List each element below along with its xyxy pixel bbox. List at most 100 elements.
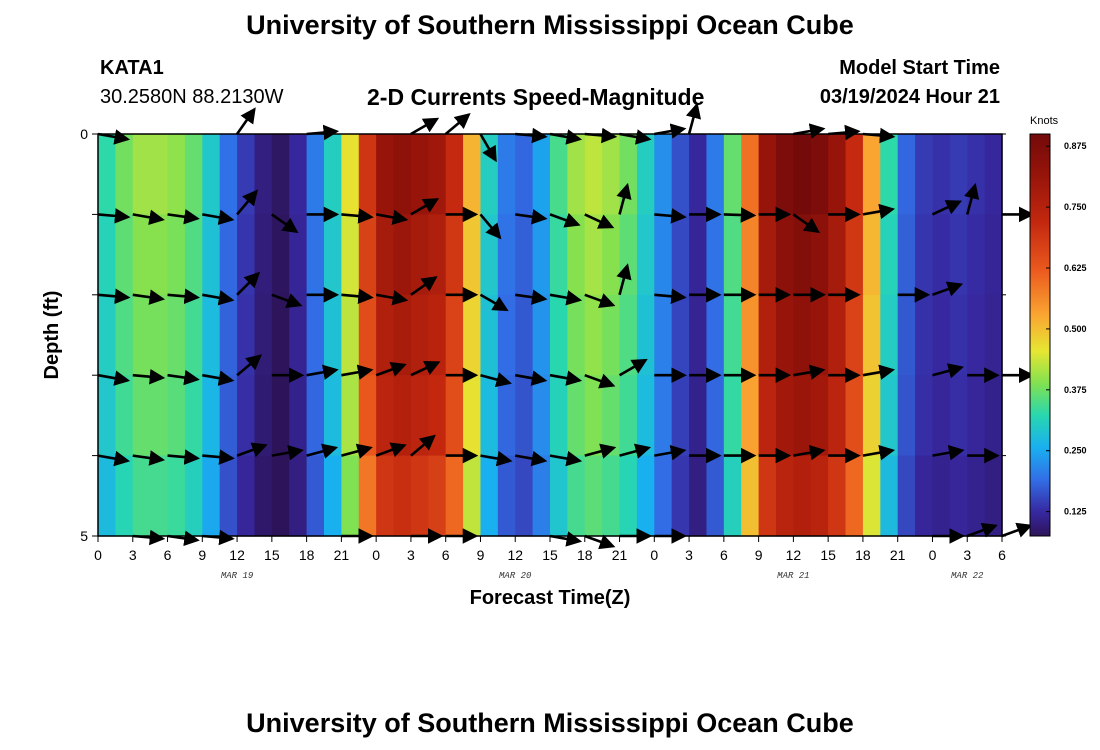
heatmap-cell bbox=[410, 455, 429, 537]
heatmap-cell bbox=[671, 134, 690, 215]
current-vector-arrow bbox=[132, 209, 165, 226]
current-vector-arrow bbox=[618, 358, 648, 377]
heatmap-cell bbox=[967, 375, 986, 457]
heatmap-cell bbox=[254, 375, 273, 457]
heatmap-cell bbox=[393, 214, 412, 296]
current-vector-arrow bbox=[479, 133, 497, 163]
heatmap-cell bbox=[758, 375, 777, 457]
heatmap-cell bbox=[150, 455, 169, 537]
heatmap-cell bbox=[341, 134, 360, 215]
heatmap-cell bbox=[515, 455, 534, 537]
heatmap-cell bbox=[480, 375, 499, 457]
current-vector-arrow bbox=[236, 189, 259, 216]
current-vector-arrow bbox=[167, 449, 201, 465]
heatmap-cell bbox=[654, 455, 673, 537]
heatmap-cell bbox=[167, 134, 186, 215]
heatmap-cell bbox=[862, 294, 881, 376]
current-vector-arrow bbox=[202, 449, 235, 465]
heatmap-cell bbox=[132, 294, 151, 376]
x-tick-label: 6 bbox=[720, 547, 728, 563]
heatmap-cell bbox=[358, 214, 377, 296]
current-vector-arrow bbox=[236, 442, 268, 458]
current-vector-arrow bbox=[97, 450, 131, 467]
heatmap-cell bbox=[532, 294, 551, 376]
heatmap-cell bbox=[115, 134, 134, 215]
heatmap-cell bbox=[758, 134, 777, 215]
heatmap-cell bbox=[480, 134, 499, 215]
heatmap-cell bbox=[776, 455, 794, 537]
heatmap-cell bbox=[376, 375, 395, 457]
heatmap-cell bbox=[584, 294, 603, 376]
heatmap-cell bbox=[636, 214, 655, 296]
current-vector-arrow bbox=[410, 434, 436, 457]
current-vector-arrow bbox=[479, 293, 509, 312]
heatmap-cell bbox=[636, 375, 655, 457]
heatmap-cell bbox=[984, 214, 1003, 296]
current-vector-arrow bbox=[410, 198, 440, 216]
heatmap-cell bbox=[150, 134, 169, 215]
heatmap-cell bbox=[567, 455, 586, 537]
current-vector-arrow bbox=[862, 364, 896, 380]
heatmap-cell bbox=[741, 134, 760, 215]
heatmap-cell bbox=[202, 214, 221, 296]
colorbar-unit: Knots bbox=[1030, 115, 1059, 127]
heatmap-cell bbox=[358, 294, 377, 376]
heatmap-cell bbox=[306, 455, 325, 537]
current-vector-arrow bbox=[167, 369, 200, 386]
heatmap-cell bbox=[219, 134, 238, 215]
heatmap-cell bbox=[828, 134, 847, 215]
current-vector-arrow bbox=[584, 443, 617, 459]
heatmap-cell bbox=[324, 375, 342, 457]
heatmap-cell bbox=[776, 375, 794, 457]
current-vector-arrow bbox=[549, 370, 583, 386]
footer-title: University of Southern Mississippi Ocean… bbox=[246, 708, 854, 738]
heatmap-cell bbox=[550, 375, 568, 457]
heatmap-cell bbox=[880, 214, 899, 296]
current-vector-arrow bbox=[515, 370, 548, 386]
current-vector-arrow bbox=[964, 182, 980, 215]
heatmap-cell bbox=[776, 214, 794, 296]
heatmap-cell bbox=[358, 455, 377, 537]
heatmap-cell bbox=[202, 294, 221, 376]
heatmap-cell bbox=[567, 294, 586, 376]
current-vector-arrow bbox=[549, 129, 583, 145]
heatmap-cell bbox=[132, 134, 151, 215]
heatmap-cell bbox=[202, 134, 221, 215]
current-vector-arrow bbox=[723, 207, 757, 223]
current-vector-arrow bbox=[167, 288, 201, 305]
heatmap-cell bbox=[219, 375, 238, 457]
heatmap-cell bbox=[567, 214, 586, 296]
heatmap-cell bbox=[532, 134, 551, 215]
current-vector-arrow bbox=[793, 123, 826, 139]
x-tick-label: 6 bbox=[164, 547, 172, 563]
x-axis-title: Forecast Time(Z) bbox=[470, 587, 631, 609]
heatmap-cell bbox=[619, 375, 638, 457]
current-vector-arrow bbox=[966, 522, 998, 538]
heatmap-cell bbox=[445, 375, 464, 457]
heatmap-cell bbox=[828, 214, 847, 296]
current-vector-arrow bbox=[862, 203, 896, 220]
heatmap-cell bbox=[271, 134, 290, 215]
heatmap-cell bbox=[184, 134, 203, 215]
x-tick-label: 0 bbox=[372, 547, 380, 563]
y-axis: 05 bbox=[80, 126, 1006, 544]
x-tick-label: 0 bbox=[94, 547, 102, 563]
heatmap-cell bbox=[723, 375, 742, 457]
heatmap-cell bbox=[254, 134, 273, 215]
heatmap-cell bbox=[497, 294, 516, 376]
heatmap-cell bbox=[567, 375, 586, 457]
heatmap-cell bbox=[845, 294, 864, 376]
x-tick-label: 21 bbox=[890, 547, 906, 563]
heatmap-cell bbox=[654, 294, 673, 376]
current-vector-arrow bbox=[236, 271, 261, 296]
heatmap-cell bbox=[219, 294, 238, 376]
heatmap-cell bbox=[706, 134, 725, 215]
heatmap-cell bbox=[723, 134, 742, 215]
current-vector-arrow bbox=[341, 443, 373, 459]
heatmap-cell bbox=[306, 375, 325, 457]
heatmap-cell bbox=[984, 294, 1003, 376]
heatmap-cell bbox=[237, 214, 256, 296]
heatmap-cell bbox=[497, 134, 516, 215]
heatmap-cell bbox=[428, 294, 447, 376]
heatmap-cell bbox=[428, 214, 447, 296]
